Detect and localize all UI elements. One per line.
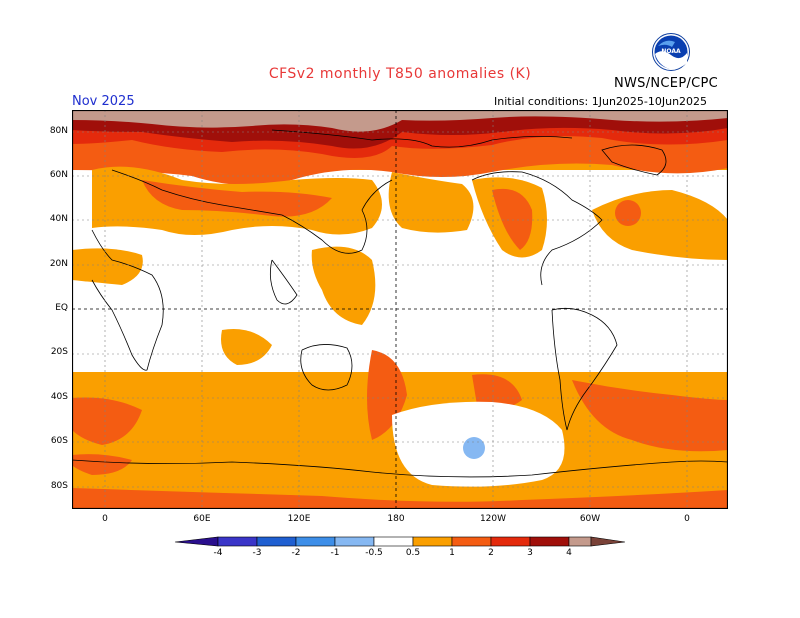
colorbar-swatch-neg1-neg05: [334, 536, 375, 547]
colorbar: [174, 536, 626, 547]
anomaly-south-america-red: [572, 380, 728, 452]
colorbar-swatch-neutral: [373, 536, 414, 547]
anomaly-africa-south: [221, 329, 272, 365]
colorbar-swatch-gt4-a: [568, 536, 592, 547]
colorbar-label-p2: 2: [488, 548, 494, 558]
anomaly-indian-ocean: [72, 248, 143, 285]
lon-label-60w: 60W: [579, 514, 601, 524]
anomaly-south-bottom-red2: [72, 454, 132, 475]
lon-label-120w: 120W: [479, 514, 507, 524]
colorbar-label-neg05: -0.5: [365, 548, 383, 558]
lat-label-20n: 20N: [49, 259, 68, 269]
anomaly-pacific-north: [388, 172, 474, 233]
colorbar-swatch-p1-2: [451, 536, 492, 547]
lon-label-180: 180: [387, 514, 405, 524]
anomaly-atlantic-spot: [615, 200, 641, 226]
valid-month-label: Nov 2025: [72, 94, 135, 109]
lon-label-120e: 120E: [287, 514, 311, 524]
colorbar-swatch-neg3-neg2: [256, 536, 297, 547]
colorbar-swatch-lt-neg4: [174, 536, 219, 547]
anomaly-arctic-brown: [72, 110, 728, 132]
colorbar-label-neg1: -1: [330, 548, 340, 558]
colorbar-label-neg2: -2: [291, 548, 301, 558]
colorbar-label-p05: 0.5: [405, 548, 421, 558]
lat-label-80n: 80N: [49, 126, 68, 136]
colorbar-swatch-neg4-neg3: [217, 536, 258, 547]
anomaly-map: [72, 110, 728, 509]
colorbar-swatch-p2-3: [490, 536, 531, 547]
lat-label-40n: 40N: [49, 214, 68, 224]
lon-label-60e: 60E: [193, 514, 211, 524]
colorbar-swatch-p05-1: [412, 536, 453, 547]
lat-label-80s: 80S: [50, 481, 68, 491]
initial-conditions-label: Initial conditions: 1Jun2025-10Jun2025: [494, 95, 708, 108]
anomaly-south-pacific-red2: [472, 374, 522, 409]
anomaly-cold-spot: [463, 437, 485, 459]
colorbar-label-neg4: -4: [213, 548, 223, 558]
anomaly-south-bottom-red: [72, 488, 728, 509]
organization-label: NWS/NCEP/CPC: [614, 76, 719, 91]
colorbar-label-neg3: -3: [252, 548, 262, 558]
colorbar-label-p3: 3: [527, 548, 533, 558]
lat-label-20s: 20S: [50, 347, 68, 357]
anomaly-eurasia-red: [142, 180, 332, 217]
anomaly-south-atlantic-red: [72, 397, 142, 445]
colorbar-label-p1: 1: [449, 548, 455, 558]
colorbar-label-p4: 4: [566, 548, 572, 558]
lon-label-0: 0: [102, 514, 108, 524]
map-title: CFSv2 monthly T850 anomalies (K): [268, 66, 532, 82]
colorbar-swatch-p3-4: [529, 536, 570, 547]
lat-label-40s: 40S: [50, 392, 68, 402]
colorbar-swatch-neg2-neg1: [295, 536, 336, 547]
colorbar-swatch-gt4-b: [590, 536, 626, 547]
map-frame: [72, 110, 728, 509]
noaa-logo: NOAA: [652, 33, 690, 71]
anomaly-pacific-tropical: [311, 246, 376, 325]
lat-label-60s: 60S: [50, 436, 68, 446]
lon-label-0-east: 0: [684, 514, 690, 524]
anomaly-na-west-red: [492, 188, 533, 250]
coastlines: [72, 129, 728, 478]
noaa-logo-text: NOAA: [661, 48, 681, 55]
graticule: [72, 110, 728, 509]
lat-label-eq: EQ: [55, 303, 68, 313]
lat-label-60n: 60N: [49, 170, 68, 180]
